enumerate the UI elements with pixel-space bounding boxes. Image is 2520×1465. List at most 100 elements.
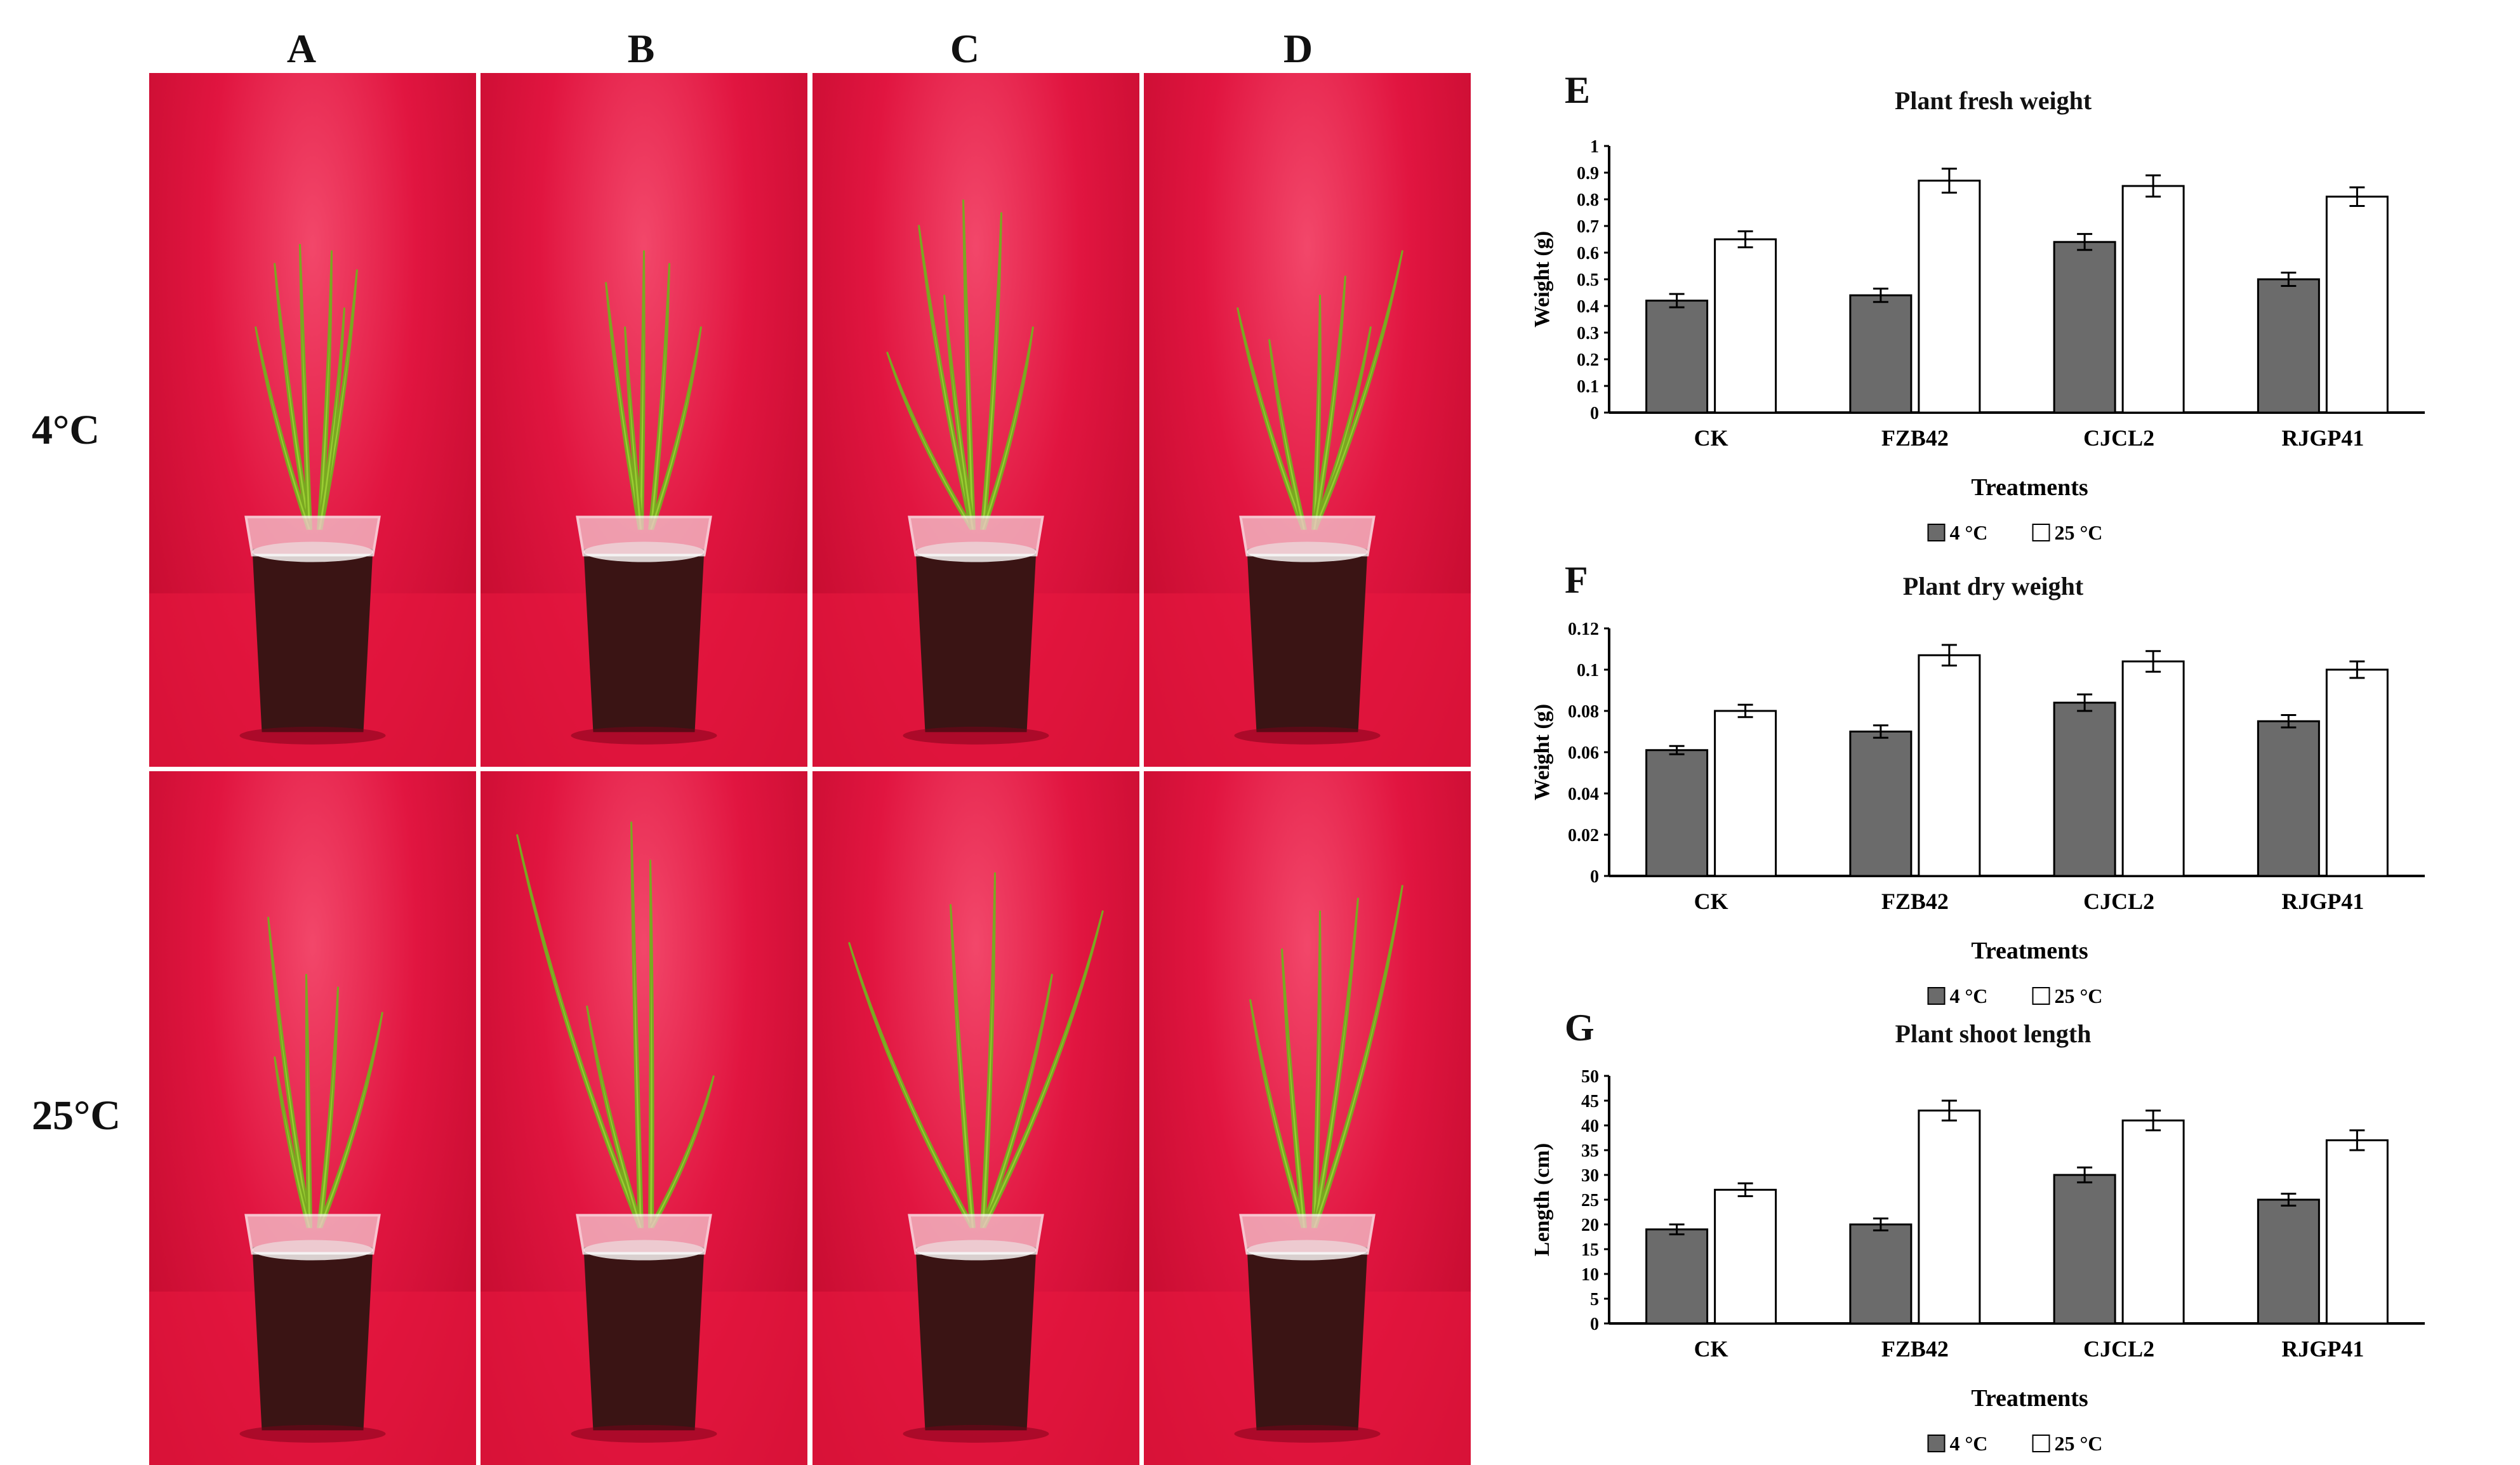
bar-25c — [2325, 668, 2389, 877]
legend-swatch-25c — [2032, 987, 2050, 1005]
plant-leaf — [586, 1005, 644, 1228]
category-label: CK — [1694, 1336, 1728, 1362]
plant-leaf — [638, 250, 646, 530]
bar-4c — [1849, 294, 1913, 414]
chart-title-e: Plant fresh weight — [1894, 86, 2092, 115]
legend-label-4c: 4 °C — [1950, 521, 1988, 544]
bar-4c — [1645, 749, 1709, 877]
plant-photo — [812, 73, 1139, 767]
legend-label-25c: 25 °C — [2055, 984, 2103, 1007]
plant-photo — [481, 771, 807, 1465]
cup-soil — [252, 548, 373, 732]
plant-leaf — [274, 263, 312, 530]
cup-rim — [576, 1214, 712, 1255]
cup-shadow — [571, 1424, 717, 1443]
cup-soil — [1247, 1247, 1368, 1431]
bar-4c — [1849, 1223, 1913, 1325]
category-label: RJGP41 — [2281, 889, 2364, 914]
y-tick-label: 40 — [1581, 1117, 1599, 1136]
cup-soil — [583, 548, 705, 732]
category-label: CJCL2 — [2083, 889, 2154, 914]
plant-leaf — [648, 1075, 715, 1229]
category-label: CJCL2 — [2083, 425, 2154, 451]
cup-rim — [908, 515, 1044, 557]
legend-swatch-4c — [1927, 987, 1946, 1005]
plant-photo — [149, 73, 476, 767]
y-tick-label: 10 — [1581, 1265, 1599, 1285]
y-tick-label: 0.6 — [1577, 244, 1599, 263]
plant-leaf — [317, 1012, 383, 1229]
cup-rim — [908, 1214, 1044, 1255]
plant-leaf — [255, 326, 312, 531]
plant-leaf — [1249, 999, 1307, 1228]
plant-leaf — [980, 974, 1053, 1229]
panel-letter-f: F — [1565, 559, 1588, 601]
row-label-4c: 4°C — [32, 407, 100, 453]
cup-shadow — [239, 1424, 386, 1443]
bar-25c — [1714, 238, 1777, 414]
plant-leaf — [918, 225, 976, 530]
y-tick-label: 0.5 — [1577, 270, 1599, 290]
category-label: FZB42 — [1881, 425, 1949, 451]
legend-label-25c: 25 °C — [2055, 521, 2103, 544]
chart-plant-fresh-weight: 0 0.1 0.2 0.3 0.4 0.5 0.6 0.7 0.8 0.9 1 Weight (g) C… — [1511, 127, 2476, 559]
y-tick-label: 0.12 — [1568, 620, 1599, 639]
cup-shadow — [903, 1424, 1049, 1443]
y-tick-label: 0.08 — [1568, 702, 1599, 722]
bar-25c — [1918, 654, 1981, 877]
panel-letter-g: G — [1565, 1007, 1595, 1049]
category-label: RJGP41 — [2281, 1336, 2364, 1362]
y-tick-label: 20 — [1581, 1216, 1599, 1235]
column-label-d: D — [1283, 26, 1313, 71]
plant-leaf — [299, 244, 312, 530]
column-label-a: A — [286, 26, 317, 71]
plant-leaf — [980, 872, 996, 1228]
cup-rim — [1239, 515, 1376, 557]
y-tick-label: 35 — [1581, 1141, 1599, 1161]
plant-leaf — [1281, 948, 1307, 1228]
category-label: CJCL2 — [2083, 1336, 2154, 1362]
y-axis-label: Weight (g) — [1530, 704, 1554, 800]
y-tick-label: 0.4 — [1577, 297, 1599, 317]
y-tick-label: 0.7 — [1577, 217, 1599, 237]
bar-25c — [2325, 196, 2389, 414]
plant-leaf — [1311, 275, 1346, 530]
legend-label-25c: 25 °C — [2055, 1432, 2103, 1455]
bar-4c — [2257, 720, 2320, 877]
bar-4c — [2053, 241, 2116, 414]
x-axis-label: Treatments — [1971, 938, 2088, 964]
y-tick-label: 5 — [1590, 1290, 1599, 1309]
legend-label-4c: 4 °C — [1950, 984, 1988, 1007]
bar-4c — [1645, 1228, 1709, 1325]
y-tick-label: 0.04 — [1568, 785, 1599, 804]
y-tick-label: 45 — [1581, 1092, 1599, 1111]
category-label: RJGP41 — [2281, 425, 2364, 451]
x-axis-label: Treatments — [1971, 474, 2088, 501]
cup-shadow — [239, 726, 386, 745]
bar-4c — [2257, 1198, 2320, 1325]
bar-25c — [2121, 660, 2185, 877]
plant-leaf — [605, 282, 644, 530]
legend-label-4c: 4 °C — [1950, 1432, 1988, 1455]
cup-soil — [252, 1247, 373, 1431]
plant-leaf — [962, 199, 976, 530]
cup-soil — [583, 1247, 705, 1431]
y-axis-label: Weight (g) — [1530, 231, 1554, 328]
plant-leaf — [1311, 910, 1322, 1228]
plant-leaf — [274, 1056, 312, 1228]
y-tick-label: 0.1 — [1577, 377, 1599, 397]
category-label: CK — [1694, 425, 1728, 451]
category-label: FZB42 — [1881, 889, 1949, 914]
plant-leaf — [1311, 885, 1403, 1229]
y-tick-label: 30 — [1581, 1166, 1599, 1186]
x-axis-label: Treatments — [1971, 1385, 2088, 1412]
legend-swatch-25c — [2032, 524, 2050, 541]
y-tick-label: 0.8 — [1577, 190, 1599, 210]
plant-photo — [812, 771, 1139, 1465]
y-tick-label: 0.9 — [1577, 164, 1599, 183]
cup-rim — [244, 515, 381, 557]
column-label-c: C — [950, 26, 980, 71]
plant-leaf — [886, 352, 976, 531]
chart-title-g: Plant shoot length — [1895, 1019, 2092, 1048]
bar-4c — [1645, 300, 1709, 414]
